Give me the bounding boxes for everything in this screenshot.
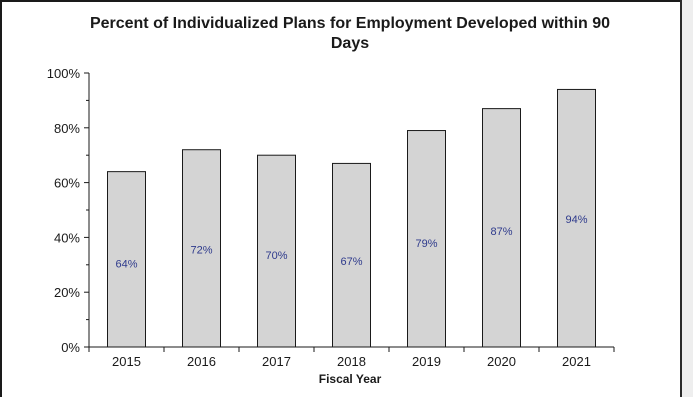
chart-title-line-1: Percent of Individualized Plans for Empl…: [89, 15, 611, 32]
frame-strip-right: [682, 0, 693, 397]
bars: 64% 72% 70% 67% 79% 87% 94%: [107, 88, 596, 348]
data-label: 72%: [190, 244, 212, 256]
y-tick-label: 20%: [54, 285, 80, 300]
frame-edge-right: [680, 0, 682, 397]
x-axis-title: Fiscal Year: [319, 372, 382, 386]
x-tick-label: 2017: [262, 354, 291, 369]
x-tick-label: 2018: [337, 354, 366, 369]
data-label: 79%: [415, 238, 437, 250]
y-tick-label: 60%: [54, 176, 80, 191]
x-tick-label: 2020: [487, 354, 516, 369]
y-tick-label: 40%: [54, 230, 80, 245]
data-label: 64%: [115, 258, 137, 270]
frame-edge-left: [0, 0, 2, 397]
frame-edge-top: [0, 0, 693, 2]
chart-title-line-2: Days: [330, 35, 370, 52]
x-axis: 2015 2016 2017 2018 2019 2020 2021: [88, 346, 615, 369]
data-label: 87%: [490, 226, 512, 238]
x-tick-label: 2016: [187, 354, 216, 369]
y-tick-label: 100%: [47, 66, 81, 81]
data-label: 67%: [340, 256, 362, 268]
data-label: 94%: [565, 214, 587, 226]
y-tick-label: 80%: [54, 121, 80, 136]
bar: [407, 130, 446, 348]
bar: [557, 88, 596, 348]
x-tick-label: 2015: [112, 354, 141, 369]
data-label: 70%: [265, 250, 287, 262]
bar: [482, 108, 521, 348]
y-tick-label: 0%: [61, 340, 80, 355]
bar: [182, 149, 221, 348]
x-tick-label: 2019: [412, 354, 441, 369]
bar: [107, 171, 146, 348]
x-tick-label: 2021: [562, 354, 591, 369]
chart-title: Percent of Individualized Plans for Empl…: [40, 14, 660, 54]
y-axis: 0% 20% 40% 60% 80% 100%: [47, 66, 90, 355]
bar: [332, 162, 371, 348]
bar: [257, 154, 296, 348]
